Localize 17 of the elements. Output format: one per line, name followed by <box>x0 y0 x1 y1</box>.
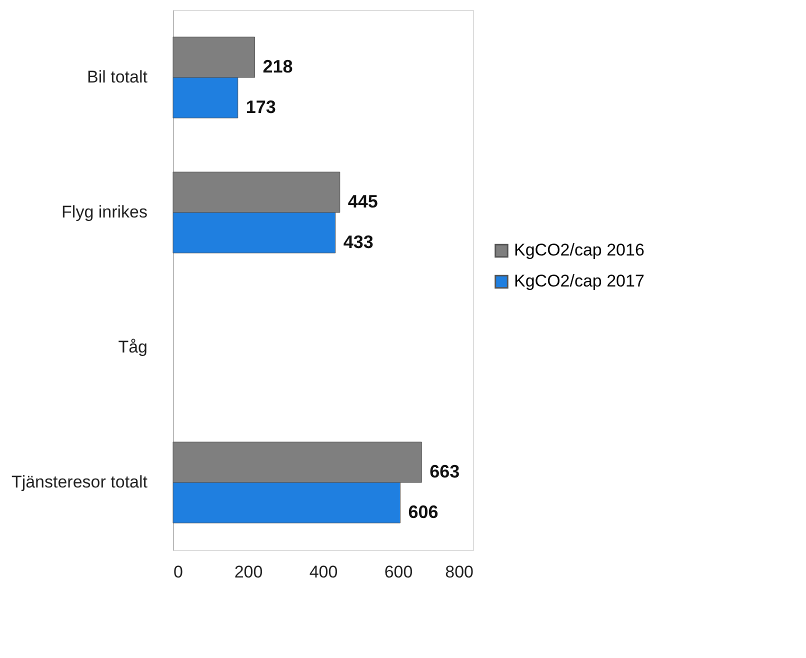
data-label: 218 <box>262 56 293 76</box>
data-label: 433 <box>343 232 374 252</box>
y-tick-label: Tjänsteresor totalt <box>11 472 148 492</box>
x-tick-label: 0 <box>174 562 183 582</box>
y-tick-label: Flyg inrikes <box>62 202 148 222</box>
x-tick-label: 800 <box>445 562 474 582</box>
y-tick-label: Bil totalt <box>87 68 148 86</box>
y-tick-label: Tåg <box>118 338 148 356</box>
legend-label: KgCO2/cap 2017 <box>514 272 644 291</box>
data-label: 606 <box>408 502 438 522</box>
data-label: 663 <box>430 461 460 482</box>
x-tick-label: 600 <box>384 562 413 582</box>
x-tick-label: 400 <box>309 562 338 582</box>
legend-label: KgCO2/cap 2016 <box>514 240 644 260</box>
data-label: 173 <box>246 96 276 117</box>
data-label: 445 <box>348 191 378 212</box>
x-tick-label: 200 <box>234 562 263 582</box>
